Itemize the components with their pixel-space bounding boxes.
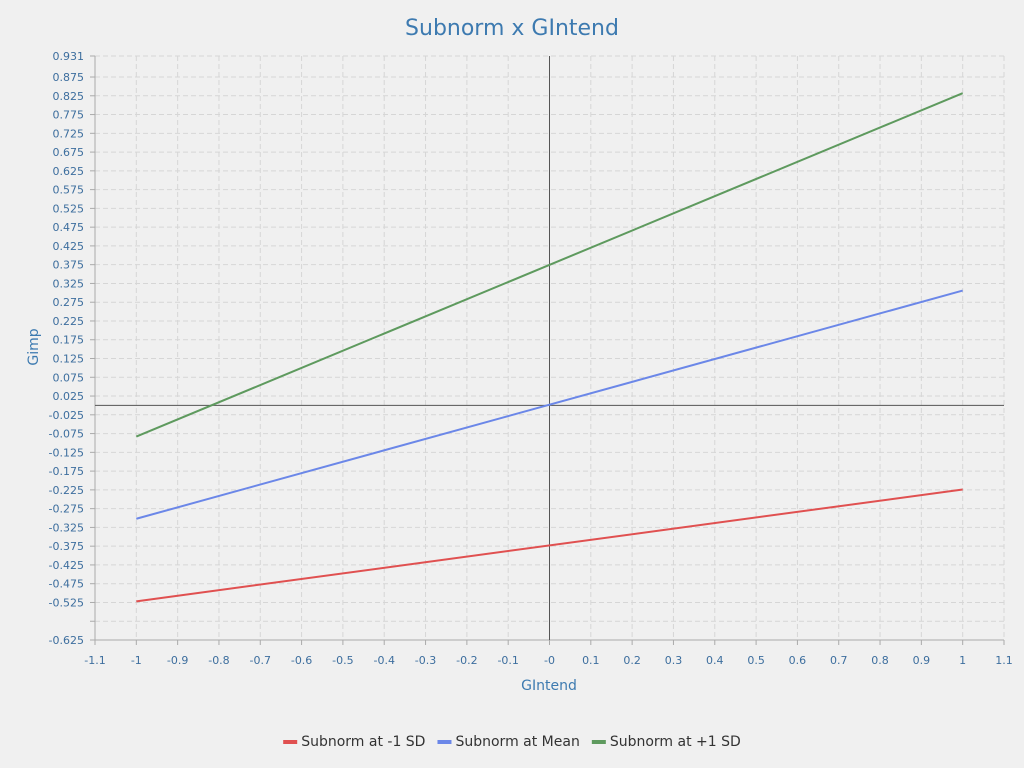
- legend[interactable]: Subnorm at -1 SD Subnorm at Mean Subnorm a…: [283, 734, 741, 750]
- y-tick-label: 0.931: [53, 50, 85, 63]
- y-tick-label: 0.225: [53, 315, 85, 328]
- series-line-2: [135, 92, 964, 438]
- x-tick-label: -0.2: [456, 654, 477, 667]
- y-tick-label: -0.375: [49, 540, 84, 553]
- legend-swatch: [283, 740, 298, 744]
- x-axis-label: GIntend: [521, 678, 577, 694]
- y-tick-label: -0.175: [49, 465, 84, 478]
- y-tick-label: 0.025: [53, 390, 85, 403]
- y-tick-label: -0.425: [49, 559, 84, 572]
- legend-label: Subnorm at -1 SD: [301, 734, 425, 750]
- x-tick-label: 0.7: [830, 654, 848, 667]
- x-tick-label: -1.1: [84, 654, 105, 667]
- x-tick-label: -0: [544, 654, 555, 667]
- x-tick-label: -0.8: [208, 654, 229, 667]
- y-tick-label: -0.525: [49, 596, 84, 609]
- x-tick-label: 1.1: [995, 654, 1013, 667]
- y-tick-label: -0.625: [49, 634, 84, 647]
- x-tick-label: 0.5: [747, 654, 765, 667]
- legend-item-2[interactable]: Subnorm at +1 SD: [591, 734, 741, 750]
- y-tick-label: -0.225: [49, 484, 84, 497]
- x-tick-label: 0.8: [871, 654, 889, 667]
- legend-swatch: [437, 740, 452, 744]
- legend-item-0[interactable]: Subnorm at -1 SD: [283, 734, 425, 750]
- y-tick-label: 0.625: [53, 165, 85, 178]
- series-lines: [135, 92, 964, 603]
- x-tick-label: 0.1: [582, 654, 600, 667]
- y-tick-label: 0.675: [53, 146, 85, 159]
- x-tick-label: -0.1: [497, 654, 518, 667]
- x-tick-label: -0.4: [373, 654, 394, 667]
- y-tick-label: 0.275: [53, 296, 85, 309]
- y-tick-label: 0.775: [53, 109, 85, 122]
- y-tick-label: 0.725: [53, 127, 85, 140]
- x-tick-label: -0.9: [167, 654, 188, 667]
- series-line-0: [136, 488, 963, 603]
- x-tick-label: -0.7: [250, 654, 271, 667]
- x-tick-label: -1: [131, 654, 142, 667]
- y-tick-label: -0.275: [49, 503, 84, 516]
- axes: [90, 55, 1005, 645]
- x-tick-label: 0.9: [913, 654, 931, 667]
- legend-swatch: [591, 740, 606, 744]
- x-tick-label: 0.6: [789, 654, 807, 667]
- y-tick-label: 0.125: [53, 353, 85, 366]
- y-axis-label: Gimp: [26, 328, 42, 365]
- series-line-1: [136, 289, 963, 520]
- x-tick-label: 0.2: [623, 654, 641, 667]
- y-tick-label: 0.175: [53, 334, 85, 347]
- x-tick-label: 0.4: [706, 654, 724, 667]
- y-tick-label: -0.075: [49, 428, 84, 441]
- y-tick-label: 0.575: [53, 184, 85, 197]
- y-tick-label: -0.475: [49, 578, 84, 591]
- y-tick-label: 0.525: [53, 202, 85, 215]
- chart-title: Subnorm x GIntend: [405, 16, 619, 41]
- legend-item-1[interactable]: Subnorm at Mean: [437, 734, 580, 750]
- x-tick-label: -0.3: [415, 654, 436, 667]
- x-tick-label: 0.3: [665, 654, 683, 667]
- y-tick-label: -0.125: [49, 446, 84, 459]
- legend-label: Subnorm at Mean: [455, 734, 579, 750]
- y-tick-label: 0.825: [53, 90, 85, 103]
- legend-label: Subnorm at +1 SD: [610, 734, 741, 750]
- y-tick-label: 0.075: [53, 371, 85, 384]
- y-tick-label: 0.875: [53, 71, 85, 84]
- y-tick-label: 0.375: [53, 259, 85, 272]
- y-tick-label: 0.325: [53, 277, 85, 290]
- y-tick-label: -0.025: [49, 409, 84, 422]
- x-tick-label: -0.6: [291, 654, 312, 667]
- x-tick-label: -0.5: [332, 654, 353, 667]
- y-tick-label: -0.325: [49, 521, 84, 534]
- tick-labels: -1.1 -1 -0.9 -0.8 -0.7 -0.6 -0.5 -0.4 -0.3 -0.2 -0…: [49, 50, 1013, 667]
- y-tick-label: 0.475: [53, 221, 85, 234]
- y-tick-label: 0.425: [53, 240, 85, 253]
- x-tick-label: 1: [959, 654, 966, 667]
